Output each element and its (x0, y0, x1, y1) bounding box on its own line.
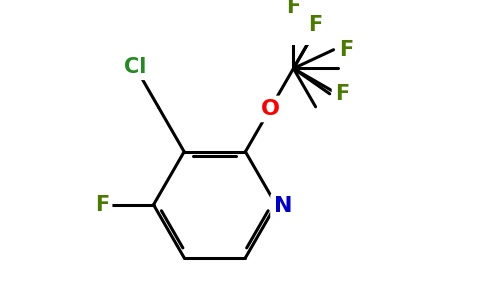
Text: Cl: Cl (124, 57, 147, 77)
Text: F: F (335, 81, 349, 100)
Text: F: F (287, 0, 301, 17)
Text: F: F (339, 40, 353, 60)
Text: N: N (273, 196, 292, 216)
Text: F: F (308, 15, 323, 35)
Text: F: F (335, 84, 349, 104)
Text: O: O (260, 99, 280, 119)
Text: F: F (95, 195, 109, 215)
